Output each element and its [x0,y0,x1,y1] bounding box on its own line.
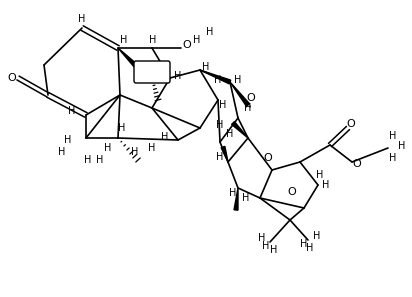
Text: H: H [234,75,242,85]
Text: H: H [226,129,234,139]
Text: O: O [353,159,361,169]
Text: H: H [313,231,321,241]
Text: H: H [131,147,139,157]
Text: O: O [264,153,272,163]
Text: H: H [219,100,227,110]
Text: Abs: Abs [144,67,160,77]
Text: H: H [216,152,224,162]
Text: H: H [214,75,222,85]
Text: H: H [149,35,157,45]
Text: H: H [306,243,314,253]
Text: H: H [104,143,112,153]
Polygon shape [118,48,142,72]
Text: O: O [8,73,16,83]
Text: H: H [242,193,250,203]
Text: H: H [78,14,86,24]
Polygon shape [234,188,238,210]
Text: H: H [193,35,201,45]
Text: H: H [270,245,278,255]
Text: H: H [120,35,128,45]
Polygon shape [232,121,248,138]
Polygon shape [200,70,231,84]
Text: H: H [398,141,406,151]
Text: H: H [118,123,126,133]
Text: H: H [96,155,104,165]
Text: H: H [202,62,210,72]
Text: H: H [216,120,224,130]
Text: H: H [258,233,266,243]
Polygon shape [221,146,228,162]
Text: O: O [247,93,255,103]
Text: H: H [68,106,76,116]
Text: H: H [206,27,214,37]
Text: H: H [84,155,92,165]
Text: O: O [183,40,192,50]
Text: H: H [174,71,182,81]
Text: H: H [322,180,330,190]
Text: H: H [300,239,308,249]
Text: H: H [64,135,72,145]
Text: H: H [229,188,236,198]
Text: H: H [262,241,270,251]
Text: H: H [148,143,156,153]
Text: H: H [316,170,324,180]
Text: H: H [59,147,66,157]
Text: O: O [288,187,296,197]
Polygon shape [230,82,250,106]
Text: H: H [162,132,169,142]
Text: H: H [244,103,252,113]
FancyBboxPatch shape [134,61,170,83]
Text: H: H [389,153,397,163]
Text: H: H [389,131,397,141]
Text: O: O [346,119,356,129]
